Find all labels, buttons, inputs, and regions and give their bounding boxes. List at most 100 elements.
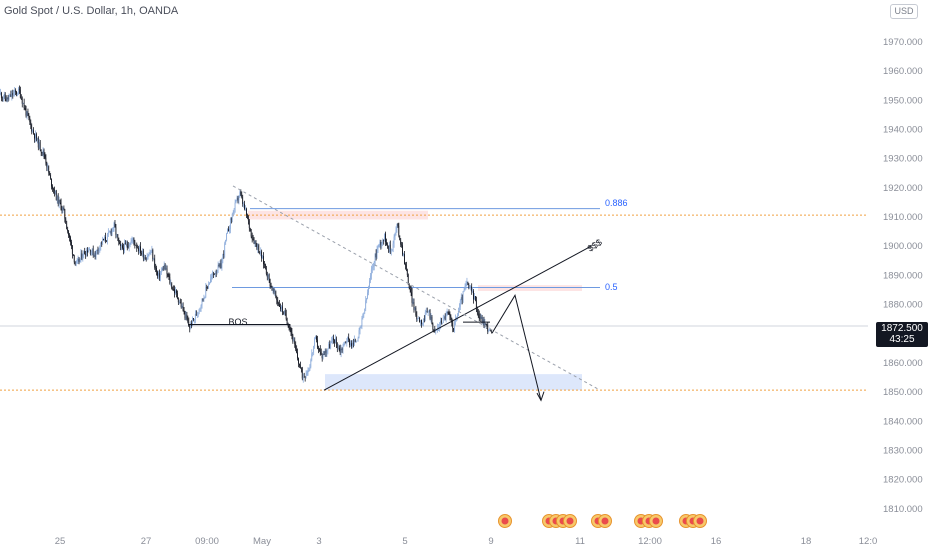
y-tick-label: 1890.000 [883, 270, 923, 281]
candle-body [11, 93, 13, 97]
candle-body [112, 227, 114, 229]
y-tick-label: 1850.000 [883, 387, 923, 398]
candle-body [427, 311, 429, 313]
candle-body [286, 319, 288, 325]
candle-body [205, 286, 207, 297]
candle-body [249, 227, 251, 230]
candle-body [465, 283, 467, 287]
candle-body [40, 149, 42, 153]
candle-body [447, 311, 449, 314]
currency-selector[interactable]: USD [890, 4, 918, 19]
candle-body [145, 259, 147, 261]
candle-body [488, 331, 490, 332]
candle-body [227, 229, 228, 234]
candle-body [200, 305, 202, 308]
candle-body [426, 311, 428, 312]
candle-body [459, 300, 461, 307]
candle-body [450, 316, 452, 318]
candle-body [438, 327, 439, 329]
candle-body [258, 245, 260, 253]
bos-label: BOS [228, 317, 247, 327]
candle-body [344, 342, 346, 343]
candle-body [31, 125, 33, 132]
candle-body [122, 245, 123, 248]
candle-body [108, 232, 110, 233]
candle-body [384, 233, 385, 241]
x-tick-label: 09:00 [195, 536, 219, 547]
candle-body [241, 194, 243, 198]
candle-body [246, 208, 247, 216]
candle-body [49, 172, 50, 176]
y-tick-label: 1970.000 [883, 37, 923, 48]
candle-body [354, 339, 356, 343]
economic-events [498, 514, 707, 528]
candle-body [179, 302, 181, 303]
candle-body [118, 237, 120, 243]
candle-body [382, 240, 384, 244]
candle-body [150, 252, 152, 254]
candle-body [100, 242, 102, 247]
candle-body [22, 102, 24, 104]
candle-body [1, 97, 3, 99]
candle-body [86, 250, 87, 256]
candle-body [225, 239, 226, 244]
candle-body [109, 231, 111, 233]
candle-body [36, 137, 38, 141]
candle-body [404, 263, 406, 266]
candle-body [105, 240, 107, 242]
candle-body [425, 311, 427, 313]
candle-body [460, 297, 462, 301]
candle-body [78, 258, 80, 262]
candle-body [14, 90, 15, 93]
candle-body [392, 243, 394, 250]
candle-body [197, 312, 199, 314]
candle-body [441, 323, 443, 324]
candle-body [331, 341, 332, 344]
candle-body [350, 343, 351, 345]
candle-body [299, 365, 301, 369]
candle-body [271, 286, 273, 291]
candle-body [316, 339, 318, 348]
candle-body [255, 241, 257, 244]
candle-body [136, 245, 138, 248]
candle-body [482, 319, 484, 324]
candle-body [342, 346, 344, 351]
candle-body [135, 245, 137, 246]
candle-body [238, 196, 240, 201]
us-flag-icon [652, 517, 660, 525]
candle-body [233, 208, 235, 214]
candle-body [138, 248, 139, 252]
candle-body [90, 252, 92, 254]
candle-body [343, 342, 345, 347]
candle-body [25, 108, 27, 116]
candle-body [17, 94, 18, 95]
candle-body [318, 349, 320, 350]
candle-body [461, 297, 463, 301]
candle-body [186, 314, 188, 320]
candle-body [390, 249, 392, 253]
candle-body [203, 297, 205, 300]
candle-body [293, 340, 295, 342]
candle-body [423, 318, 425, 320]
candle-body [46, 163, 48, 168]
candle-body [52, 186, 53, 189]
candle-body [407, 274, 409, 285]
candle-body [276, 297, 278, 301]
candle-body [245, 208, 246, 210]
candle-body [280, 306, 281, 309]
candle-body [209, 282, 210, 285]
candle-body [364, 308, 366, 313]
candle-body [362, 314, 364, 318]
candle-body [103, 238, 104, 241]
candle-body [416, 315, 418, 320]
candle-body [353, 339, 355, 345]
candle-body [479, 317, 481, 319]
candle-body [71, 246, 73, 255]
candle-body [107, 232, 109, 235]
candle-body [133, 238, 135, 242]
candle-body [96, 249, 98, 251]
candle-body [6, 97, 8, 102]
candle-body [373, 263, 375, 267]
